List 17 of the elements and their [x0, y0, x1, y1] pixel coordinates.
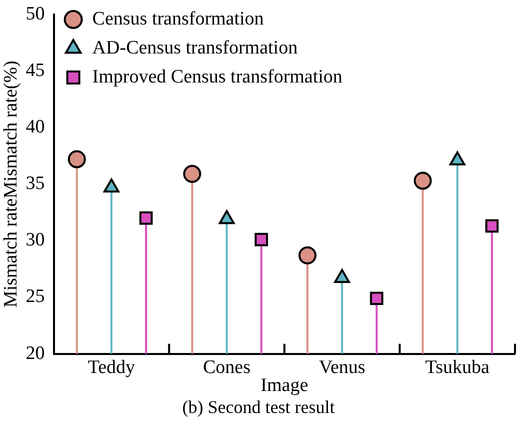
x-tick-label: Cones	[203, 357, 250, 378]
x-tick-label: Venus	[318, 357, 366, 378]
y-tick-label: 20	[26, 342, 45, 364]
text: (b) Second test result	[182, 396, 335, 417]
legend-label: Census transformation	[92, 8, 264, 30]
y-tick-label: 40	[26, 116, 45, 138]
x-tick-label: Tsukuba	[425, 357, 490, 378]
x-tick-label: Teddy	[88, 357, 136, 378]
legend-label: Improved Census transformation	[92, 66, 343, 88]
x-axis-title: Image	[260, 374, 308, 396]
legend-label: AD-Census transformation	[92, 37, 298, 58]
y-tick-label: 35	[26, 173, 45, 194]
y-tick-label: 50	[26, 3, 45, 24]
y-axis-title: Mismatch rateMismatch rate(%)	[0, 60, 22, 308]
y-tick-label: 25	[26, 286, 45, 308]
y-tick-label: 30	[26, 230, 45, 251]
y-tick-label: 45	[26, 60, 45, 81]
